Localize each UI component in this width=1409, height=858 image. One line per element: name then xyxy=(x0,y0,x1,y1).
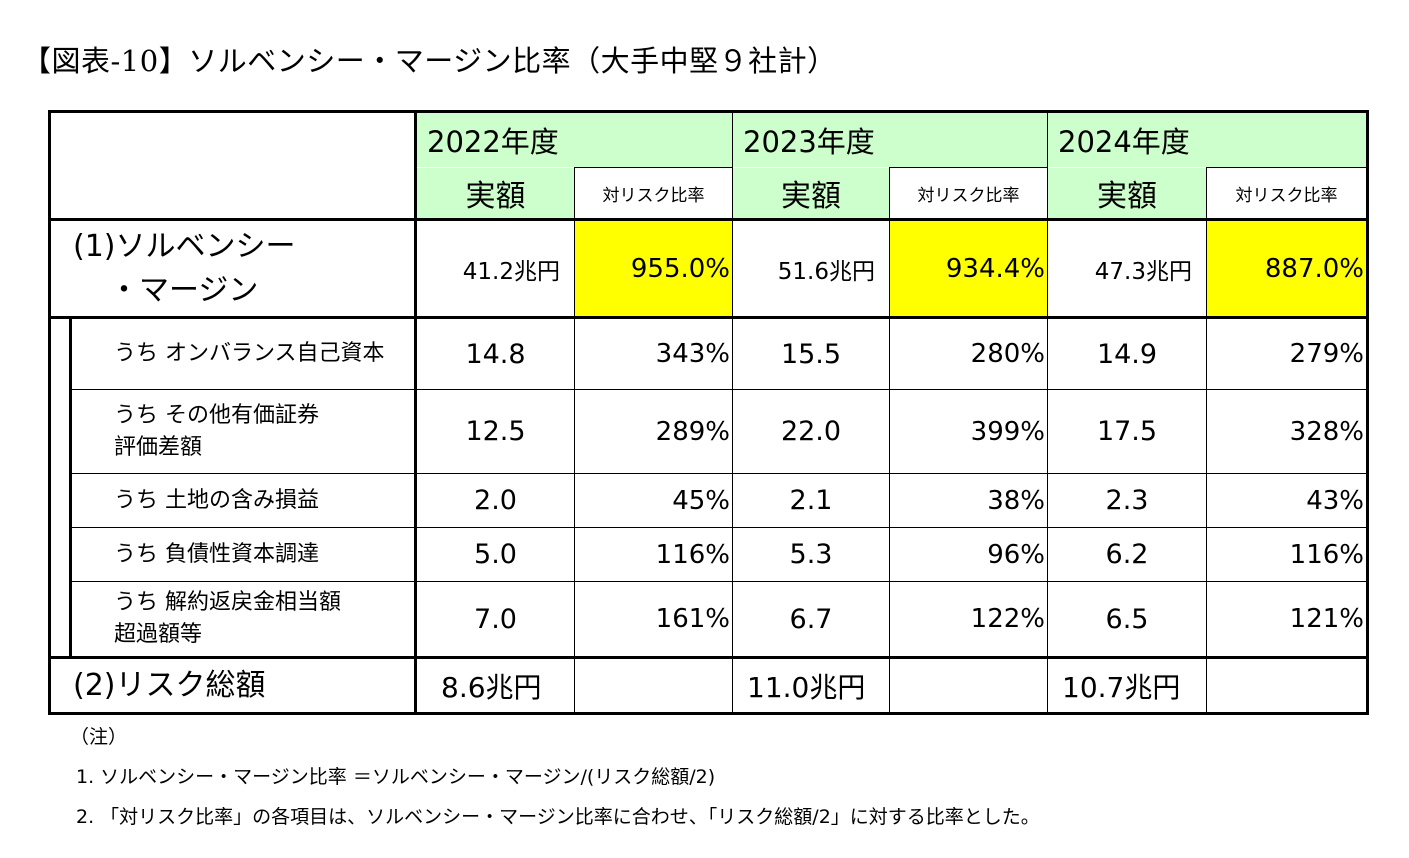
header-row-columns: 実額 対リスク比率 実額 対リスク比率 実額 対リスク比率 xyxy=(50,167,1368,221)
item-amount: 15.5 xyxy=(732,317,890,390)
item-ratio: 116% xyxy=(574,527,733,582)
item-ratio: 280% xyxy=(889,317,1048,390)
item-ratio: 279% xyxy=(1206,317,1368,390)
notes-heading: （注） xyxy=(70,726,128,748)
header-row-years: 2022年度 2023年度 2024年度 xyxy=(49,111,1368,221)
item-amount: 6.5 xyxy=(1047,581,1207,659)
item-label: うち 土地の含み損益 xyxy=(70,473,417,528)
item-amount: 5.0 xyxy=(415,527,575,582)
solvency-margin-ratio-2024: 887.0% xyxy=(1206,219,1368,319)
amount-header: 実額 xyxy=(1047,167,1207,221)
item-amount: 2.0 xyxy=(415,473,575,528)
item-amount: 7.0 xyxy=(415,581,575,659)
header-corner xyxy=(49,111,417,221)
item-row: うち 解約返戻金相当額 超過額等 7.0 161% 6.7 122% 6.5 1… xyxy=(50,581,1368,659)
item-label-line1: うち 負債性資本調達 xyxy=(114,541,319,567)
solvency-margin-ratio-2022: 955.0% xyxy=(574,219,733,319)
solvency-margin-label-line2: ・マージン xyxy=(109,272,259,308)
item-amount: 22.0 xyxy=(732,389,890,474)
item-ratio: 121% xyxy=(1206,581,1368,659)
item-ratio: 328% xyxy=(1206,389,1368,474)
item-label-line2: 評価差額 xyxy=(114,434,203,460)
item-ratio: 43% xyxy=(1206,473,1368,528)
item-ratio: 45% xyxy=(574,473,733,528)
item-label: うち オンバランス自己資本 xyxy=(70,317,417,390)
item-amount: 2.3 xyxy=(1047,473,1207,528)
item-amount: 17.5 xyxy=(1047,389,1207,474)
solvency-margin-amount-2024: 47.3兆円 xyxy=(1047,219,1207,319)
item-label-line1: うち 解約返戻金相当額 xyxy=(114,590,341,615)
item-label: うち 解約返戻金相当額 超過額等 xyxy=(70,581,417,659)
risk-total-empty-cell xyxy=(574,657,733,714)
item-row: うち 負債性資本調達 5.0 116% 5.3 96% 6.2 116% xyxy=(50,527,1368,582)
risk-total-2023: 11.0兆円 xyxy=(732,657,890,714)
item-row: うち 土地の含み損益 2.0 45% 2.1 38% 2.3 43% xyxy=(50,473,1368,528)
item-label-line1: うち その他有価証券 xyxy=(114,402,319,428)
item-amount: 14.8 xyxy=(415,317,575,390)
item-label-line2: 超過額等 xyxy=(114,622,203,647)
risk-total-2022: 8.6兆円 xyxy=(415,657,575,714)
risk-total-2024: 10.7兆円 xyxy=(1047,657,1207,714)
item-amount: 6.7 xyxy=(732,581,890,659)
item-ratio: 289% xyxy=(574,389,733,474)
ratio-header: 対リスク比率 xyxy=(889,167,1048,221)
amount-header: 実額 xyxy=(732,167,890,221)
solvency-margin-ratio-2023: 934.4% xyxy=(889,219,1048,319)
ratio-header: 対リスク比率 xyxy=(1206,167,1368,221)
amount-header: 実額 xyxy=(415,167,575,221)
risk-total-empty-cell xyxy=(889,657,1048,714)
item-amount: 12.5 xyxy=(415,389,575,474)
solvency-margin-label-line1: (1)ソルベンシー xyxy=(73,228,296,264)
item-ratio: 161% xyxy=(574,581,733,659)
item-ratio: 399% xyxy=(889,389,1048,474)
item-label-line1: うち 土地の含み損益 xyxy=(114,487,319,513)
risk-total-label: (2)リスク総額 xyxy=(49,657,417,714)
item-row: うち その他有価証券 評価差額 12.5 289% 22.0 399% 17.5… xyxy=(50,389,1368,474)
figure-title: 【図表-10】ソルベンシー・マージン比率（大手中堅９社計） xyxy=(22,44,837,78)
item-amount: 5.3 xyxy=(732,527,890,582)
solvency-margin-table: 2022年度 2023年度 2024年度 実額 対リスク比率 実額 対リスク比率… xyxy=(48,110,1369,715)
year-header-2023: 2023年度 xyxy=(732,111,1048,168)
ratio-header: 対リスク比率 xyxy=(574,167,733,221)
item-amount: 2.1 xyxy=(732,473,890,528)
item-ratio: 38% xyxy=(889,473,1048,528)
solvency-margin-row: (1)ソルベンシー ・マージン 41.2兆円 955.0% 51.6兆円 934… xyxy=(49,219,1368,319)
item-label: うち その他有価証券 評価差額 xyxy=(70,389,417,474)
indent-spacer xyxy=(49,317,72,659)
risk-total-empty-cell xyxy=(1206,657,1368,714)
solvency-margin-amount-2023: 51.6兆円 xyxy=(732,219,890,319)
item-ratio: 116% xyxy=(1206,527,1368,582)
item-amount: 6.2 xyxy=(1047,527,1207,582)
year-header-2024: 2024年度 xyxy=(1047,111,1368,168)
item-row: うち オンバランス自己資本 14.8 343% 15.5 280% 14.9 2… xyxy=(49,317,1368,659)
item-ratio: 96% xyxy=(889,527,1048,582)
solvency-margin-amount-2022: 41.2兆円 xyxy=(415,219,575,319)
item-ratio: 122% xyxy=(889,581,1048,659)
item-label: うち 負債性資本調達 xyxy=(70,527,417,582)
item-amount: 14.9 xyxy=(1047,317,1207,390)
item-ratio: 343% xyxy=(574,317,733,390)
solvency-margin-label: (1)ソルベンシー ・マージン xyxy=(49,219,417,319)
note-2: 2. 「対リスク比率」の各項目は、ソルベンシー・マージン比率に合わせ、「リスク総… xyxy=(76,806,1040,828)
year-header-2022: 2022年度 xyxy=(415,111,733,168)
item-label-line1: うち オンバランス自己資本 xyxy=(114,341,385,366)
note-1: 1. ソルベンシー・マージン比率 ＝ソルベンシー・マージン/(リスク総額/2) xyxy=(76,766,716,788)
risk-total-row: (2)リスク総額 8.6兆円 11.0兆円 10.7兆円 xyxy=(49,657,1368,714)
